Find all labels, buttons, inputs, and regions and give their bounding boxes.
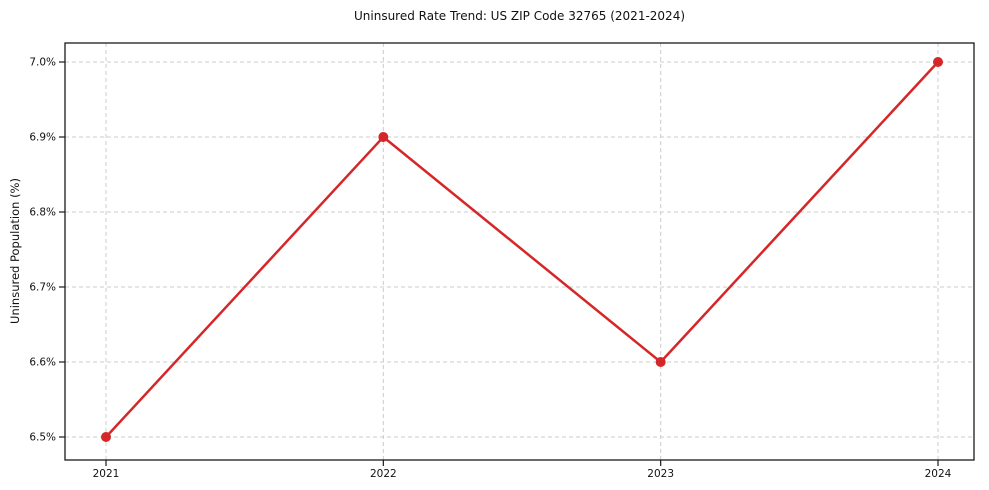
chart-title: Uninsured Rate Trend: US ZIP Code 32765 … [353,9,686,23]
x-tick-label: 2023 [647,468,674,480]
x-tick-label: 2024 [925,468,952,480]
x-tick-label: 2021 [93,468,120,480]
y-tick-label: 7.0% [29,57,56,69]
y-tick-label: 6.6% [29,357,56,369]
x-tick-label: 2022 [370,468,397,480]
plot-frame [64,42,975,461]
y-tick-label: 6.8% [29,207,56,219]
y-tick-label: 6.7% [29,282,56,294]
data-line [104,60,940,439]
y-tick-label: 6.5% [29,432,56,444]
data-point-marker [933,57,943,67]
data-point-marker [655,357,666,367]
data-point-marker [378,132,389,142]
data-point-marker [101,432,111,442]
y-tick-label: 6.9% [29,132,56,144]
